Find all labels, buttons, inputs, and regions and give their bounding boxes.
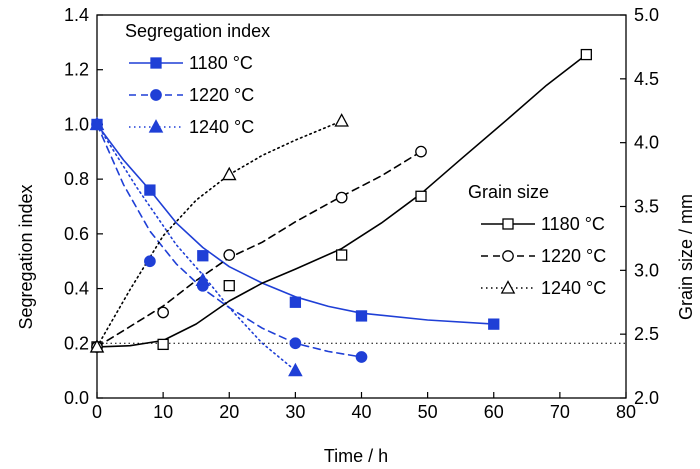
y-right-tick-label: 3.5 (634, 197, 659, 217)
x-tick-label: 20 (219, 402, 239, 422)
x-tick-label: 50 (418, 402, 438, 422)
axis-ticks: 0 10 20 30 40 50 60 70 80 0.0 0.2 0.4 0.6 0.8 1.0 1.2 1.… (64, 5, 659, 422)
series-line-2 (96, 123, 297, 372)
series-line-3 (96, 53, 588, 348)
data-point-2-1 (195, 272, 211, 287)
y-right-tick-label: 2.5 (634, 324, 659, 344)
x-tick-label: 30 (285, 402, 305, 422)
y-left-tick-label: 0.4 (64, 279, 89, 299)
legend-grain-size: Grain size 1180 °C 1220 °C 1240 °C (468, 182, 606, 298)
y-left-tick-label: 0.0 (64, 388, 89, 408)
data-point-4-3 (335, 191, 348, 204)
data-point-0-2 (197, 250, 209, 262)
data-point-2-2 (288, 362, 303, 377)
legend-marker-0 (502, 218, 514, 230)
x-tick-label: 60 (484, 402, 504, 422)
y-left-axis-title: Segregation index (16, 184, 36, 329)
series-line-5 (96, 120, 343, 348)
series-line-4 (96, 150, 422, 348)
legend-label-0: 1180 °C (541, 214, 605, 234)
legend-title-grain: Grain size (468, 182, 549, 202)
plot-frame (96, 14, 627, 399)
data-point-3-5 (580, 48, 592, 61)
data-point-2-0 (89, 116, 105, 131)
legend-label-2: 1240 °C (541, 278, 606, 298)
data-point-1-1 (144, 255, 156, 268)
series-line-0 (96, 123, 495, 325)
data-point-4-2 (223, 249, 236, 261)
legend-label-1: 1220 °C (189, 85, 254, 105)
legend-marker-0 (150, 57, 162, 69)
x-tick-label: 0 (92, 402, 102, 422)
data-point-4-1 (157, 306, 169, 319)
data-point-3-4 (415, 190, 427, 202)
legend-marker-1 (502, 250, 514, 262)
legend-label-2: 1240 °C (189, 117, 254, 137)
y-right-tick-label: 3.0 (634, 260, 659, 280)
data-point-5-2 (334, 113, 349, 127)
data-point-3-3 (336, 249, 348, 261)
data-point-5-1 (221, 166, 237, 181)
data-point-0-5 (488, 318, 500, 330)
x-tick-label: 70 (550, 402, 570, 422)
series-lines (96, 53, 588, 372)
x-tick-label: 80 (616, 402, 636, 422)
y-left-tick-label: 0.6 (64, 224, 89, 244)
x-tick-label: 40 (351, 402, 371, 422)
plot-border (96, 14, 627, 399)
y-left-tick-label: 1.0 (64, 114, 89, 134)
legend-label-0: 1180 °C (189, 53, 253, 73)
series-line-1 (96, 123, 363, 358)
data-point-1-4 (355, 351, 368, 363)
y-right-tick-label: 4.0 (634, 133, 659, 153)
data-point-3-1 (157, 338, 169, 351)
data-point-5-0 (89, 339, 105, 353)
y-left-tick-label: 0.2 (64, 333, 89, 353)
legend-label-1: 1220 °C (541, 246, 606, 266)
y-left-tick-label: 1.4 (64, 5, 89, 25)
data-point-0-4 (355, 310, 368, 322)
legend-marker-2 (500, 280, 516, 294)
data-point-0-1 (144, 184, 156, 196)
series-markers (89, 48, 592, 377)
data-point-3-2 (223, 280, 235, 292)
data-point-1-3 (289, 337, 302, 350)
data-point-4-4 (415, 145, 427, 158)
x-axis-title: Time / h (324, 446, 388, 466)
y-left-tick-label: 0.8 (64, 169, 89, 189)
legend-title-segregation: Segregation index (125, 21, 270, 41)
y-right-tick-label: 4.5 (634, 69, 659, 89)
y-right-tick-label: 5.0 (634, 5, 659, 25)
legend-segregation: Segregation index 1180 °C 1220 °C 1240 °C (125, 21, 270, 137)
x-tick-label: 10 (153, 402, 173, 422)
y-right-axis-title: Grain size / mm (676, 194, 696, 320)
y-right-tick-label: 2.0 (634, 388, 659, 408)
legend-marker-2 (148, 119, 164, 133)
y-left-tick-label: 1.2 (64, 60, 89, 80)
legend-marker-1 (150, 89, 162, 101)
data-point-0-3 (289, 296, 302, 308)
